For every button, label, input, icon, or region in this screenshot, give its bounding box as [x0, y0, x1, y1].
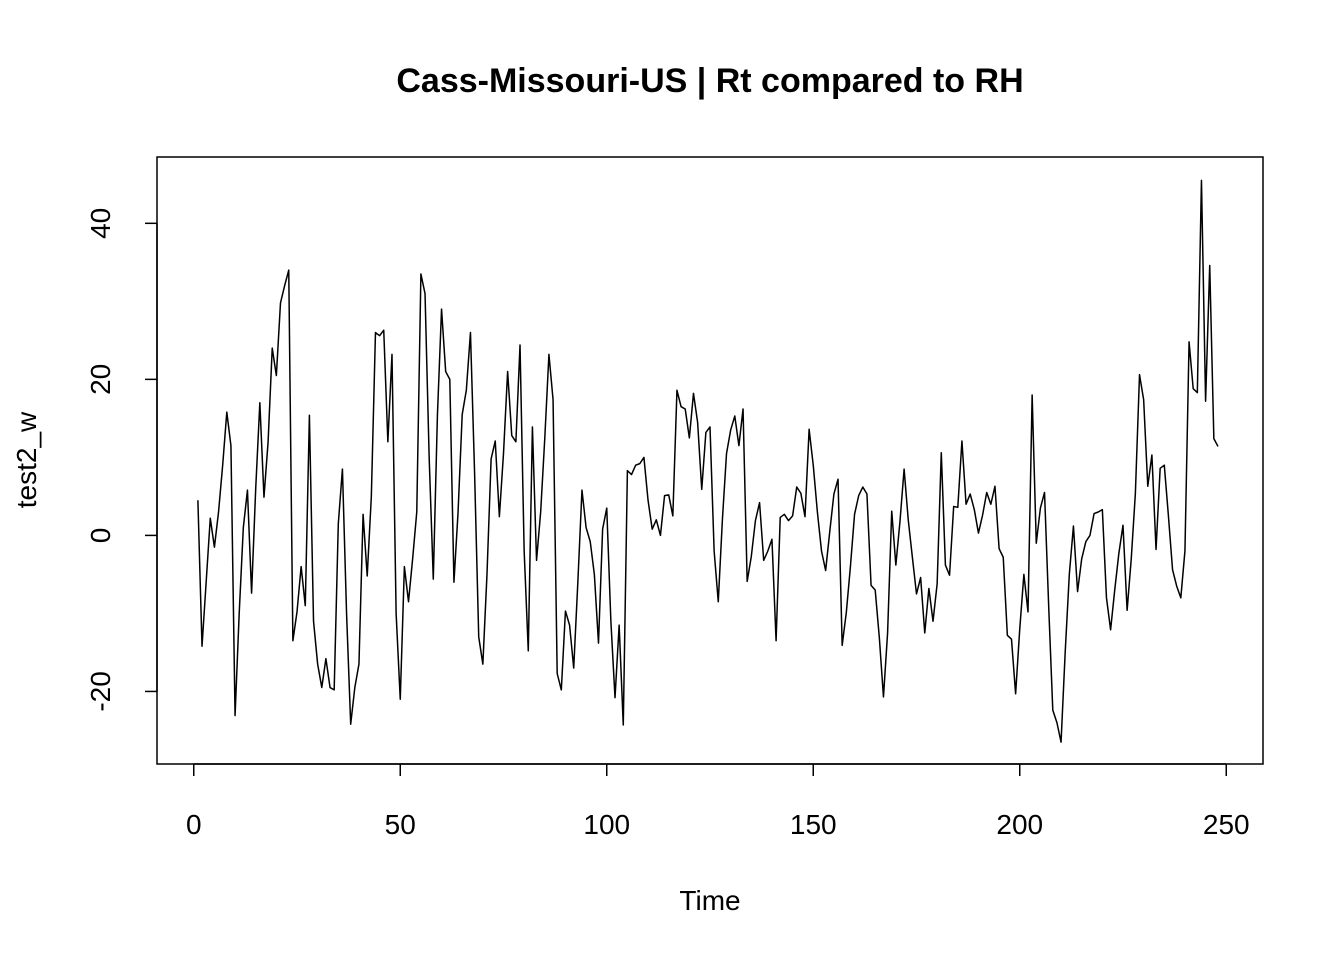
y-axis-label: test2_w: [11, 411, 42, 508]
x-tick-label: 150: [790, 809, 837, 840]
x-axis: 0 50 100 150 200 250: [186, 763, 1250, 840]
plot-frame: [156, 156, 1264, 765]
x-tick-label: 50: [385, 809, 416, 840]
y-tick-label: -20: [85, 671, 116, 711]
y-tick-label: 20: [85, 364, 116, 395]
y-tick-label: 40: [85, 208, 116, 239]
x-axis-label: Time: [679, 885, 740, 916]
series-line: [197, 179, 1219, 743]
x-tick-label: 200: [996, 809, 1043, 840]
y-axis: -20 0 20 40: [85, 208, 158, 712]
x-tick-label: 100: [583, 809, 630, 840]
chart-title: Cass-Missouri-US | Rt compared to RH: [396, 62, 1023, 100]
x-tick-label: 250: [1203, 809, 1250, 840]
plot-area: [156, 156, 1264, 765]
y-tick-label: 0: [85, 528, 116, 544]
x-tick-label: 0: [186, 809, 202, 840]
